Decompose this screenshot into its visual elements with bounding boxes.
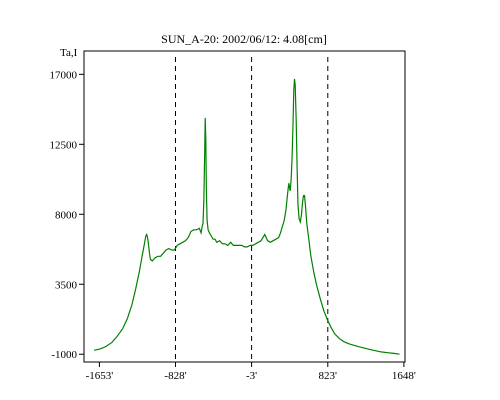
y-tick-label: 12500 — [50, 139, 78, 151]
y-axis-label: Ta,I — [60, 47, 78, 59]
x-tick-label: -3' — [246, 370, 257, 382]
y-tick-label: 17000 — [50, 69, 78, 81]
y-tick-label: 3500 — [55, 279, 78, 291]
x-axis: -1653' -828' -3' 823' 1648' — [86, 362, 416, 382]
x-tick-label: -828' — [164, 370, 186, 382]
y-axis: 17000 12500 8000 3500 -1000 — [50, 69, 84, 361]
plot-frame — [83, 50, 406, 363]
x-tick-label: 1648' — [392, 370, 416, 382]
chart-title: SUN_A-20: 2002/06/12: 4.08[cm] — [161, 32, 327, 46]
series-line — [93, 78, 400, 355]
x-tick-label: 823' — [319, 370, 338, 382]
y-tick-label: 8000 — [55, 209, 78, 221]
reference-lines — [175, 57, 329, 362]
x-tick-label: -1653' — [86, 370, 114, 382]
y-tick-label: -1000 — [51, 349, 77, 361]
